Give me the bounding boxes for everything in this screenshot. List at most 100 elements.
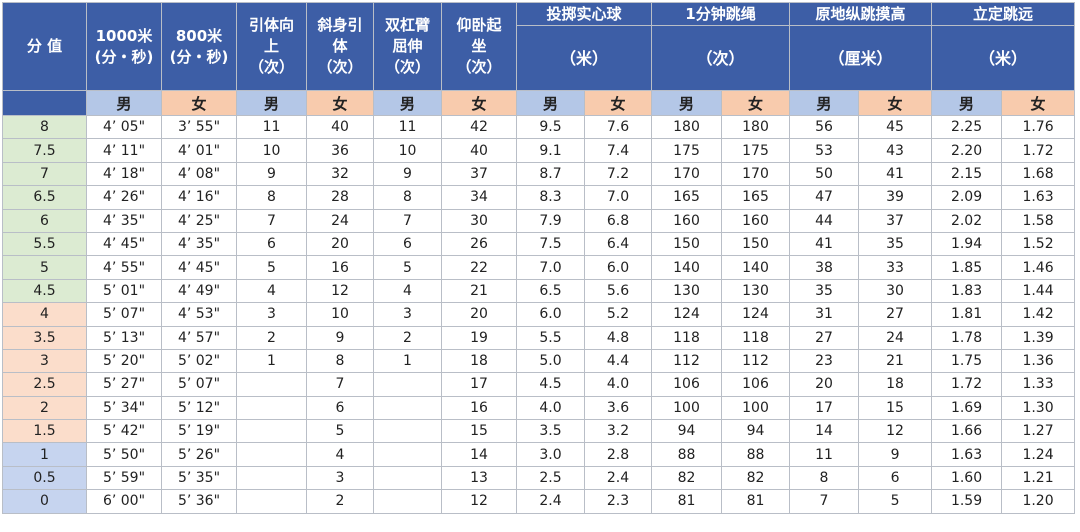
- data-cell: 7.4: [583, 138, 653, 163]
- data-cell: 31: [789, 302, 860, 327]
- data-cell: 4’ 16": [161, 185, 237, 210]
- data-cell: 88: [721, 442, 791, 467]
- data-cell: 43: [858, 138, 933, 163]
- header-line: 屈伸: [392, 37, 423, 55]
- data-cell: 37: [441, 161, 517, 187]
- data-cell: 5: [306, 419, 374, 444]
- data-cell: 27: [858, 302, 933, 327]
- data-cell: 2: [373, 325, 442, 350]
- score-cell: 8: [2, 114, 87, 140]
- data-cell: 1.33: [1001, 372, 1076, 397]
- data-cell: 9: [236, 161, 307, 187]
- header-line: 上: [263, 37, 279, 55]
- data-cell: 13: [441, 465, 517, 491]
- data-cell: 170: [651, 161, 723, 187]
- data-cell: 81: [651, 489, 723, 514]
- data-cell: 1.39: [1001, 325, 1076, 350]
- data-cell: 5’ 02": [161, 348, 237, 374]
- data-cell: 4: [373, 278, 442, 304]
- data-cell: 47: [789, 185, 860, 210]
- data-cell: 5’ 36": [161, 489, 237, 514]
- header-line: （次）: [384, 58, 430, 76]
- data-cell: 21: [858, 348, 933, 374]
- gender-row: 男女男女男女男女男女男女男女: [2, 90, 1076, 116]
- data-cell: [236, 465, 307, 491]
- score-cell: 1: [2, 442, 87, 467]
- data-cell: [373, 465, 442, 491]
- gender-cell: 女: [306, 90, 374, 116]
- data-cell: 40: [441, 138, 517, 163]
- data-cell: 14: [441, 442, 517, 467]
- score-cell: 6.5: [2, 185, 87, 210]
- data-cell: 5’ 13": [86, 325, 162, 350]
- data-cell: 6.0: [516, 302, 585, 327]
- data-cell: 1.69: [931, 395, 1003, 421]
- data-cell: 4’ 45": [161, 255, 237, 280]
- data-cell: 140: [721, 255, 791, 280]
- data-cell: 5’ 50": [86, 442, 162, 467]
- data-row: 1.5 5’ 42" 5’ 19" 5 15 3.5 3.2 94 94 14 12 1.66 1.27: [2, 419, 1076, 444]
- group-unit: （米）: [515, 25, 653, 91]
- data-cell: 6: [306, 395, 374, 421]
- score-cell: 5.5: [2, 231, 87, 257]
- header-line: 坐: [471, 37, 487, 55]
- data-row: 3.5 5’ 13" 4’ 57" 2 9 2 19 5.5 4.8 118 118 27 24 1.78…: [2, 325, 1076, 350]
- data-cell: 4’ 55": [86, 255, 162, 280]
- data-cell: 9.1: [516, 138, 585, 163]
- score-table: 分 值 1000米 (分・秒) 800米 (分・秒) 引体向上（次） 斜身引体（次） 双杠臂屈…: [2, 2, 1076, 514]
- data-cell: 42: [441, 114, 517, 140]
- data-cell: 3: [373, 302, 442, 327]
- data-cell: 2.20: [931, 138, 1003, 163]
- data-cell: 3: [306, 465, 374, 491]
- data-cell: 12: [858, 419, 933, 444]
- data-cell: 21: [441, 278, 517, 304]
- header-line: 仰卧起: [456, 16, 502, 34]
- data-cell: 41: [858, 161, 933, 187]
- data-cell: 112: [721, 348, 791, 374]
- gender-cell: 男: [931, 90, 1003, 116]
- data-cell: 8.3: [516, 185, 585, 210]
- data-row: 6.5 4’ 26" 4’ 16" 8 28 8 34 8.3 7.0 165 165 47 39 2.0…: [2, 185, 1076, 210]
- group-title: 1分钟跳绳: [651, 2, 791, 26]
- data-cell: 5’ 26": [161, 442, 237, 467]
- data-cell: 16: [306, 255, 374, 280]
- gender-cell: 女: [161, 90, 237, 116]
- data-cell: 5’ 27": [86, 372, 162, 397]
- data-cell: [236, 419, 307, 444]
- data-cell: 1.78: [931, 325, 1003, 350]
- data-cell: 9: [373, 161, 442, 187]
- data-cell: 165: [721, 185, 791, 210]
- data-cell: 41: [789, 231, 860, 257]
- data-cell: 5.2: [583, 302, 653, 327]
- data-cell: 22: [441, 255, 517, 280]
- data-cell: [236, 395, 307, 421]
- group-unit: （厘米）: [789, 25, 933, 91]
- data-row: 7 4’ 18" 4’ 08" 9 32 9 37 8.7 7.2 170 170 50 41 2.15 1…: [2, 161, 1076, 187]
- data-cell: 1.58: [1001, 208, 1076, 233]
- header-row: 分 值 1000米 (分・秒) 800米 (分・秒) 引体向上（次） 斜身引体（次） 双杠臂屈…: [2, 2, 1076, 91]
- data-cell: 7.9: [516, 208, 585, 233]
- data-cell: 6.0: [583, 255, 653, 280]
- data-cell: 175: [721, 138, 791, 163]
- data-cell: 6: [236, 231, 307, 257]
- data-cell: 4’ 53": [161, 302, 237, 327]
- group-unit: （次）: [651, 25, 791, 91]
- data-cell: 4’ 35": [161, 231, 237, 257]
- data-cell: 6: [858, 465, 933, 491]
- data-row: 5 4’ 55" 4’ 45" 5 16 5 22 7.0 6.0 140 140 38 33 1.85 1…: [2, 255, 1076, 280]
- data-cell: 180: [651, 114, 723, 140]
- data-cell: 1.44: [1001, 278, 1076, 304]
- score-cell: 0.5: [2, 465, 87, 491]
- data-row: 4.5 5’ 01" 4’ 49" 4 12 4 21 6.5 5.6 130 130 35 30 1.8…: [2, 278, 1076, 304]
- data-cell: 28: [306, 185, 374, 210]
- data-cell: 17: [441, 372, 517, 397]
- data-cell: 37: [858, 208, 933, 233]
- data-cell: 4’ 26": [86, 185, 162, 210]
- data-cell: 3’ 55": [161, 114, 237, 140]
- data-cell: 118: [651, 325, 723, 350]
- data-cell: 5’ 07": [86, 302, 162, 327]
- data-cell: 2.02: [931, 208, 1003, 233]
- data-cell: 10: [306, 302, 374, 327]
- data-cell: 5: [858, 489, 933, 514]
- data-cell: 50: [789, 161, 860, 187]
